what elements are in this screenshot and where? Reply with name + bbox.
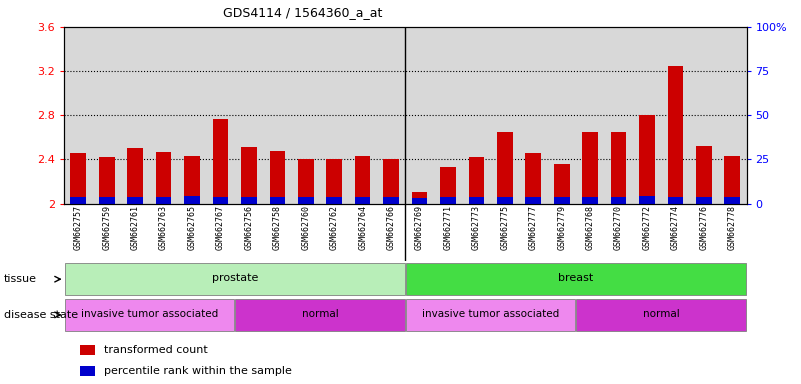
Text: GSM662774: GSM662774	[671, 205, 680, 250]
Text: GSM662769: GSM662769	[415, 205, 424, 250]
Text: GSM662773: GSM662773	[472, 205, 481, 250]
Bar	[80, 366, 95, 376]
Bar	[610, 197, 626, 204]
Bar	[155, 197, 171, 204]
Text: GSM662766: GSM662766	[387, 205, 396, 250]
Text: GSM662772: GSM662772	[642, 205, 651, 250]
Text: GSM662778: GSM662778	[728, 205, 737, 250]
Text: prostate: prostate	[211, 273, 258, 283]
Text: disease state: disease state	[4, 310, 78, 320]
Bar	[65, 299, 234, 331]
Bar	[440, 167, 456, 204]
Bar	[412, 198, 428, 204]
Bar	[406, 299, 575, 331]
Text: normal: normal	[302, 309, 338, 319]
Text: breast: breast	[558, 273, 594, 283]
Bar	[639, 196, 655, 204]
Bar	[667, 197, 683, 204]
Text: GSM662758: GSM662758	[273, 205, 282, 250]
Text: invasive tumor associated: invasive tumor associated	[81, 309, 218, 319]
Bar	[326, 197, 342, 204]
Text: GSM662775: GSM662775	[501, 205, 509, 250]
Bar	[577, 299, 746, 331]
Bar	[269, 197, 285, 204]
Bar	[212, 119, 228, 204]
Bar	[155, 152, 171, 204]
Text: percentile rank within the sample: percentile rank within the sample	[104, 366, 292, 376]
Bar	[412, 192, 428, 204]
Bar	[235, 299, 405, 331]
Text: GSM662765: GSM662765	[187, 205, 196, 250]
Bar	[241, 197, 257, 204]
Text: GSM662777: GSM662777	[529, 205, 537, 250]
Text: GSM662768: GSM662768	[586, 205, 594, 250]
Text: GSM662759: GSM662759	[103, 205, 111, 250]
Bar	[127, 197, 143, 204]
Text: normal: normal	[643, 309, 679, 319]
Text: GSM662770: GSM662770	[614, 205, 623, 250]
Bar	[184, 156, 200, 204]
Bar	[582, 197, 598, 204]
Bar	[355, 197, 371, 204]
Bar	[80, 345, 95, 355]
Bar	[99, 157, 115, 204]
Bar	[65, 263, 405, 295]
Bar	[469, 197, 485, 204]
Text: transformed count: transformed count	[104, 345, 208, 355]
Text: GSM662767: GSM662767	[216, 205, 225, 250]
Bar	[639, 115, 655, 204]
Text: tissue: tissue	[4, 274, 37, 284]
Text: GSM662771: GSM662771	[444, 205, 453, 250]
Bar	[212, 197, 228, 204]
Text: GSM662762: GSM662762	[330, 205, 339, 250]
Bar	[355, 156, 371, 204]
Bar	[127, 148, 143, 204]
Bar	[582, 132, 598, 204]
Bar	[298, 197, 314, 204]
Text: invasive tumor associated: invasive tumor associated	[422, 309, 559, 319]
Text: GDS4114 / 1564360_a_at: GDS4114 / 1564360_a_at	[223, 6, 383, 19]
Bar	[70, 197, 87, 204]
Bar	[553, 164, 570, 204]
Bar	[383, 159, 399, 204]
Bar	[440, 197, 456, 204]
Bar	[298, 159, 314, 204]
Bar	[383, 197, 399, 204]
Bar	[326, 159, 342, 204]
Bar	[696, 197, 712, 204]
Text: GSM662760: GSM662760	[301, 205, 310, 250]
Bar	[497, 132, 513, 204]
Text: GSM662764: GSM662764	[358, 205, 367, 250]
Text: GSM662761: GSM662761	[131, 205, 139, 250]
Bar	[696, 146, 712, 204]
Bar	[406, 263, 746, 295]
Bar	[184, 196, 200, 204]
Bar	[497, 197, 513, 204]
Text: GSM662756: GSM662756	[244, 205, 253, 250]
Bar	[70, 153, 87, 204]
Bar	[525, 197, 541, 204]
Bar	[667, 66, 683, 204]
Text: GSM662779: GSM662779	[557, 205, 566, 250]
Bar	[241, 147, 257, 204]
Text: GSM662763: GSM662763	[159, 205, 168, 250]
Text: GSM662757: GSM662757	[74, 205, 83, 250]
Bar	[724, 197, 740, 204]
Bar	[525, 153, 541, 204]
Bar	[469, 157, 485, 204]
Bar	[610, 132, 626, 204]
Bar	[269, 151, 285, 204]
Bar	[99, 197, 115, 204]
Bar	[724, 156, 740, 204]
Text: GSM662776: GSM662776	[699, 205, 708, 250]
Bar	[553, 197, 570, 204]
